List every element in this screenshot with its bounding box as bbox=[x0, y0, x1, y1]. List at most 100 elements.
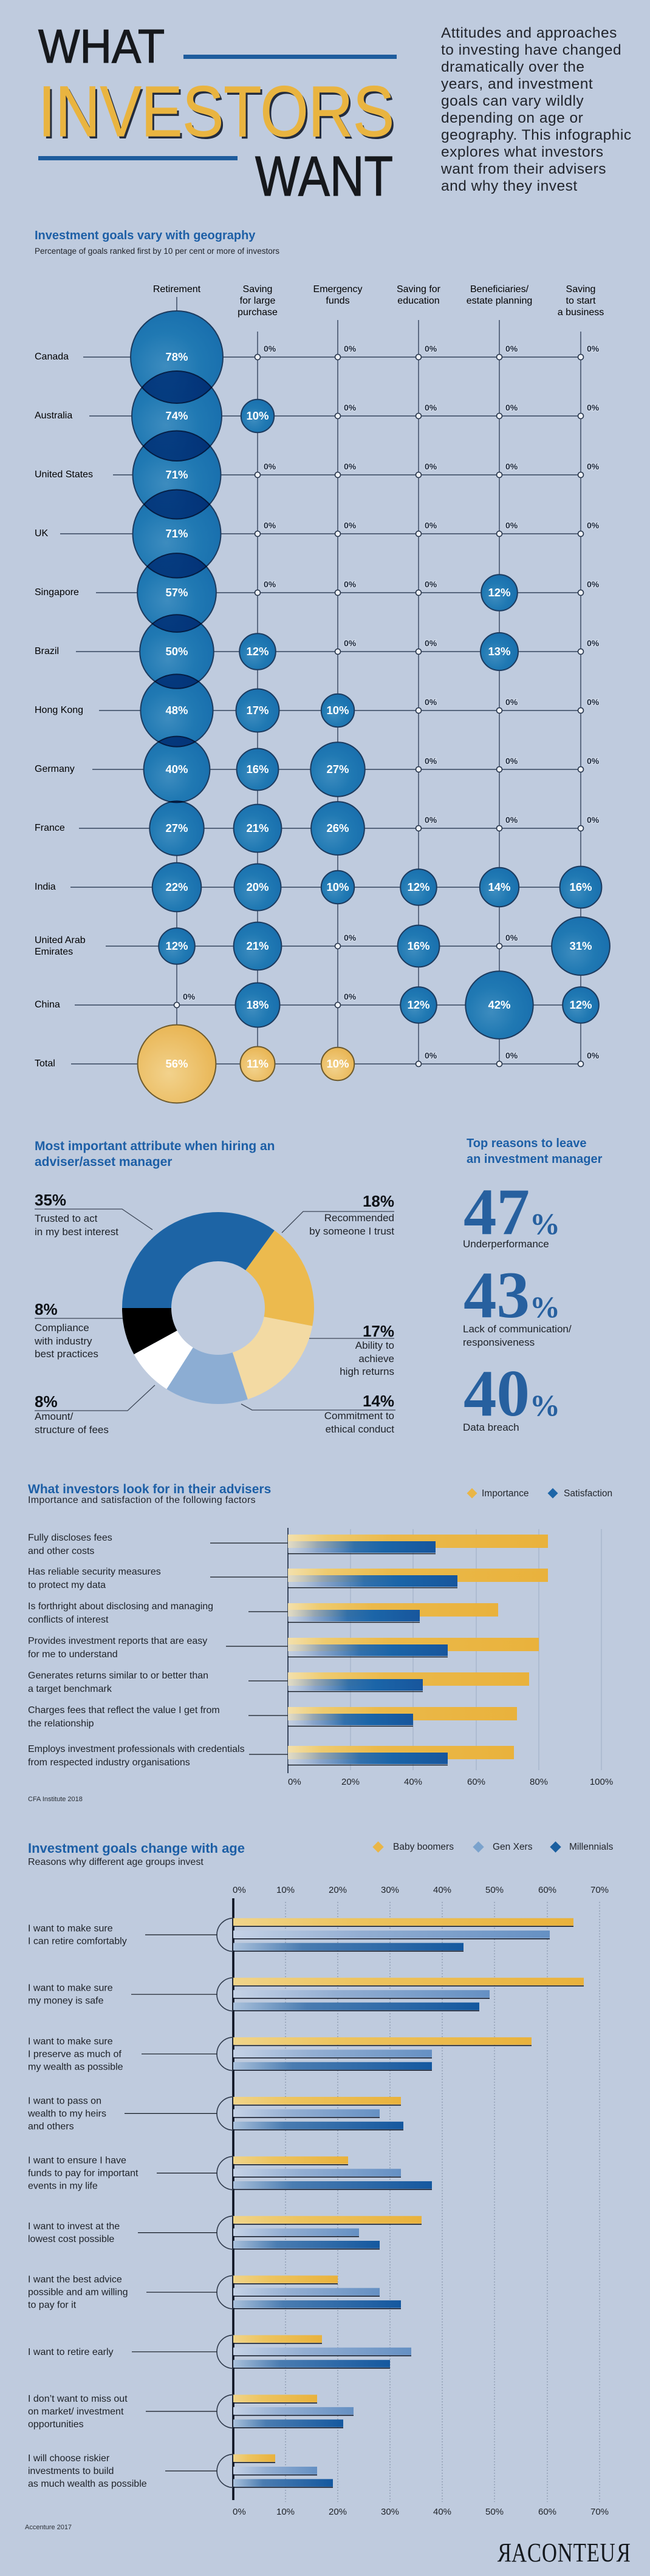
svg-text:I want to make sure: I want to make sure bbox=[28, 1924, 113, 1934]
svg-text:0%: 0% bbox=[425, 815, 437, 825]
svg-text:80%: 80% bbox=[530, 1777, 548, 1787]
svg-text:0%: 0% bbox=[344, 933, 357, 942]
svg-text:27%: 27% bbox=[165, 822, 188, 834]
svg-text:21%: 21% bbox=[246, 939, 269, 952]
svg-text:France: France bbox=[35, 823, 65, 833]
svg-text:60%: 60% bbox=[538, 1885, 556, 1895]
svg-text:Provides investment reports th: Provides investment reports that are eas… bbox=[28, 1636, 207, 1646]
svg-text:20%: 20% bbox=[329, 2507, 347, 2517]
svg-text:40%: 40% bbox=[404, 1777, 422, 1787]
svg-text:Employs investment professiona: Employs investment professionals with cr… bbox=[28, 1744, 245, 1754]
svg-text:to protect my data: to protect my data bbox=[28, 1580, 106, 1590]
svg-text:10%: 10% bbox=[326, 1057, 349, 1070]
svg-text:Fully discloses fees: Fully discloses fees bbox=[28, 1533, 112, 1543]
svg-text:13%: 13% bbox=[488, 645, 510, 658]
svg-text:opportunities: opportunities bbox=[28, 2419, 84, 2430]
svg-text:Charges fees that reflect the: Charges fees that reflect the value I ge… bbox=[28, 1705, 220, 1716]
svg-text:and others: and others bbox=[28, 2121, 74, 2131]
svg-text:16%: 16% bbox=[246, 763, 269, 775]
svg-text:0%: 0% bbox=[505, 520, 518, 530]
svg-text:0%: 0% bbox=[587, 756, 600, 766]
svg-text:0%: 0% bbox=[425, 344, 437, 353]
svg-text:and other costs: and other costs bbox=[28, 1546, 94, 1556]
svg-text:0%: 0% bbox=[587, 579, 600, 589]
svg-text:funds to pay for important: funds to pay for important bbox=[28, 2169, 139, 2179]
svg-text:0%: 0% bbox=[264, 520, 276, 530]
svg-text:0%: 0% bbox=[344, 992, 357, 1001]
svg-text:0%: 0% bbox=[233, 2507, 246, 2517]
svg-text:for me to understand: for me to understand bbox=[28, 1649, 118, 1660]
svg-text:56%: 56% bbox=[165, 1057, 188, 1070]
svg-text:0%: 0% bbox=[505, 697, 518, 707]
svg-text:0%: 0% bbox=[425, 403, 437, 412]
svg-text:I can retire comfortably: I can retire comfortably bbox=[28, 1937, 127, 1947]
svg-text:30%: 30% bbox=[381, 1885, 399, 1895]
svg-text:Brazil: Brazil bbox=[35, 646, 59, 656]
svg-text:50%: 50% bbox=[165, 645, 188, 658]
svg-text:17%: 17% bbox=[246, 704, 269, 717]
svg-text:48%: 48% bbox=[165, 704, 188, 717]
svg-text:Saving: Saving bbox=[243, 284, 273, 295]
svg-text:funds: funds bbox=[326, 296, 349, 306]
svg-text:Retirement: Retirement bbox=[153, 284, 201, 295]
svg-text:100%: 100% bbox=[590, 1777, 613, 1787]
svg-text:0%: 0% bbox=[425, 1051, 437, 1060]
svg-text:0%: 0% bbox=[425, 520, 437, 530]
svg-text:10%: 10% bbox=[276, 1885, 295, 1895]
svg-text:26%: 26% bbox=[326, 822, 349, 834]
svg-text:UK: UK bbox=[35, 528, 49, 539]
svg-text:Hong Kong: Hong Kong bbox=[35, 705, 83, 715]
svg-text:conflicts of interest: conflicts of interest bbox=[28, 1615, 109, 1625]
svg-text:30%: 30% bbox=[381, 2507, 399, 2517]
svg-text:I want to make sure: I want to make sure bbox=[28, 1983, 113, 1994]
svg-text:0%: 0% bbox=[425, 756, 437, 766]
svg-text:0%: 0% bbox=[344, 403, 357, 412]
svg-text:0%: 0% bbox=[288, 1777, 301, 1787]
svg-text:the relationship: the relationship bbox=[28, 1719, 94, 1729]
svg-text:estate planning: estate planning bbox=[467, 296, 533, 306]
svg-text:as much wealth as possible: as much wealth as possible bbox=[28, 2479, 147, 2489]
svg-text:possible and am willing: possible and am willing bbox=[28, 2288, 128, 2298]
svg-text:I want to retire early: I want to retire early bbox=[28, 2347, 114, 2357]
svg-text:I want to pass on: I want to pass on bbox=[28, 2096, 101, 2106]
svg-text:Generates returns similar to o: Generates returns similar to or better t… bbox=[28, 1671, 208, 1681]
svg-text:70%: 70% bbox=[590, 1885, 609, 1895]
svg-text:lowest cost possible: lowest cost possible bbox=[28, 2234, 114, 2244]
svg-text:I want to ensure I have: I want to ensure I have bbox=[28, 2156, 126, 2166]
svg-text:0%: 0% bbox=[505, 403, 518, 412]
svg-text:20%: 20% bbox=[246, 881, 269, 893]
svg-text:0%: 0% bbox=[587, 344, 600, 353]
svg-text:I preserve as much of: I preserve as much of bbox=[28, 2049, 121, 2059]
svg-text:from respected industry organi: from respected industry organisations bbox=[28, 1757, 190, 1768]
svg-text:wealth to my heirs: wealth to my heirs bbox=[27, 2108, 106, 2119]
svg-text:12%: 12% bbox=[407, 881, 429, 893]
svg-text:10%: 10% bbox=[326, 704, 349, 717]
svg-text:Is forthright about disclosing: Is forthright about disclosing and manag… bbox=[28, 1601, 213, 1612]
svg-text:0%: 0% bbox=[505, 1051, 518, 1060]
svg-text:0%: 0% bbox=[264, 579, 276, 589]
svg-text:Saving for: Saving for bbox=[397, 284, 441, 295]
svg-text:10%: 10% bbox=[326, 881, 349, 893]
svg-text:I don’t want to miss out: I don’t want to miss out bbox=[28, 2394, 128, 2404]
svg-text:China: China bbox=[35, 1000, 60, 1010]
svg-text:education: education bbox=[397, 296, 439, 306]
svg-text:0%: 0% bbox=[587, 638, 600, 648]
svg-text:0%: 0% bbox=[344, 638, 357, 648]
svg-text:0%: 0% bbox=[587, 520, 600, 530]
svg-text:0%: 0% bbox=[505, 344, 518, 353]
svg-text:0%: 0% bbox=[425, 638, 437, 648]
svg-text:I want to make sure: I want to make sure bbox=[28, 2036, 113, 2046]
svg-text:Total: Total bbox=[35, 1058, 55, 1069]
svg-text:0%: 0% bbox=[587, 462, 600, 471]
svg-text:20%: 20% bbox=[341, 1777, 360, 1787]
svg-text:21%: 21% bbox=[246, 822, 269, 834]
svg-text:40%: 40% bbox=[433, 2507, 451, 2517]
svg-text:Emirates: Emirates bbox=[35, 947, 73, 957]
svg-text:0%: 0% bbox=[264, 344, 276, 353]
svg-text:United Arab: United Arab bbox=[35, 935, 86, 946]
svg-text:Saving: Saving bbox=[566, 284, 596, 295]
svg-text:Emergency: Emergency bbox=[313, 284, 363, 295]
svg-text:74%: 74% bbox=[165, 409, 188, 422]
svg-text:Canada: Canada bbox=[35, 352, 69, 362]
svg-text:22%: 22% bbox=[165, 881, 188, 893]
